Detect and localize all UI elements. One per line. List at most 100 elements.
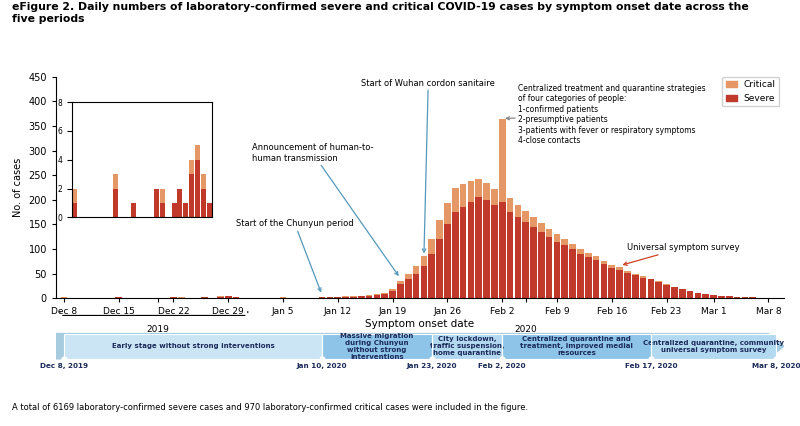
Bar <box>195 145 200 160</box>
Bar <box>679 289 686 298</box>
Bar <box>358 296 365 298</box>
Y-axis label: No. of cases: No. of cases <box>13 158 22 217</box>
Bar <box>217 296 224 297</box>
Bar <box>554 242 560 298</box>
Bar <box>334 297 341 298</box>
Text: 2019: 2019 <box>146 325 170 334</box>
Text: Start of the Chunyun period: Start of the Chunyun period <box>236 219 354 291</box>
Bar <box>452 188 458 212</box>
Bar <box>202 297 208 298</box>
Text: Jan 23, 2020: Jan 23, 2020 <box>406 363 457 369</box>
Bar <box>609 265 615 268</box>
Bar <box>514 217 521 298</box>
Bar <box>616 267 623 270</box>
Bar <box>585 257 592 298</box>
Bar <box>178 188 182 217</box>
Bar <box>319 297 326 298</box>
Bar <box>570 249 576 298</box>
Bar <box>115 297 122 298</box>
Bar <box>562 239 568 245</box>
Bar <box>671 288 678 298</box>
Text: Feb 17, 2020: Feb 17, 2020 <box>625 363 677 369</box>
Bar <box>467 202 474 298</box>
Bar <box>460 207 466 298</box>
Bar <box>429 239 435 254</box>
Bar <box>538 223 545 232</box>
Bar <box>114 174 118 188</box>
FancyArrow shape <box>56 334 784 359</box>
Bar <box>601 261 607 264</box>
Bar <box>397 285 404 298</box>
Bar <box>499 118 506 202</box>
Text: A total of 6169 laboratory-confirmed severe cases and 970 laboratory-confirmed c: A total of 6169 laboratory-confirmed sev… <box>12 403 528 412</box>
Bar <box>342 296 349 297</box>
Bar <box>130 203 136 217</box>
Bar <box>233 297 239 298</box>
Bar <box>460 184 466 207</box>
Bar <box>183 203 188 217</box>
Bar <box>702 294 709 298</box>
Bar <box>374 294 380 295</box>
Bar <box>616 270 623 298</box>
Bar <box>366 296 373 298</box>
Bar <box>651 334 776 359</box>
Text: Announcement of human-to-
human transmission: Announcement of human-to- human transmis… <box>252 143 398 275</box>
Bar <box>577 250 584 254</box>
Bar <box>554 234 560 242</box>
Bar <box>382 294 388 298</box>
Bar <box>73 203 78 217</box>
Bar <box>601 264 607 298</box>
Bar <box>73 188 78 203</box>
Bar <box>342 297 349 298</box>
Bar <box>154 188 159 217</box>
Bar <box>585 253 592 257</box>
Bar <box>655 282 662 298</box>
Text: 2020: 2020 <box>514 325 537 334</box>
Bar <box>734 297 740 298</box>
Bar <box>413 273 419 298</box>
Text: eFigure 2. Daily numbers of laboratory-confirmed severe and critical COVID-19 ca: eFigure 2. Daily numbers of laboratory-c… <box>12 2 749 24</box>
Bar <box>390 291 396 298</box>
Bar <box>499 202 506 298</box>
Bar <box>632 275 638 298</box>
Bar <box>326 297 334 298</box>
Bar <box>593 260 599 298</box>
Bar <box>405 273 411 279</box>
Bar <box>382 293 388 294</box>
Bar <box>436 239 443 298</box>
Bar <box>530 227 537 298</box>
Bar <box>170 297 177 298</box>
Bar <box>522 222 529 298</box>
Bar <box>64 334 322 359</box>
Bar <box>189 174 194 217</box>
Bar <box>201 188 206 217</box>
Bar <box>467 181 474 202</box>
Bar <box>397 281 404 285</box>
Bar <box>160 188 165 203</box>
Bar <box>506 198 514 212</box>
Bar <box>452 212 458 298</box>
Bar <box>546 229 553 237</box>
Bar <box>160 203 165 217</box>
Bar <box>502 334 651 359</box>
Text: Early stage without strong interventions: Early stage without strong interventions <box>112 343 274 349</box>
Bar <box>421 266 427 298</box>
Bar <box>483 200 490 298</box>
Bar <box>718 296 725 298</box>
Text: Jan 10, 2020: Jan 10, 2020 <box>297 363 347 369</box>
Bar <box>663 285 670 298</box>
Bar <box>217 297 224 298</box>
Bar <box>640 276 646 277</box>
Bar <box>444 225 450 298</box>
Bar <box>624 271 630 273</box>
Bar <box>475 178 482 197</box>
Bar <box>546 237 553 298</box>
Bar <box>671 287 678 288</box>
Bar <box>366 295 373 296</box>
Bar <box>694 293 702 298</box>
Bar <box>201 174 206 188</box>
Bar <box>632 273 638 275</box>
Bar <box>350 297 357 298</box>
Bar <box>280 297 286 298</box>
Bar <box>114 188 118 217</box>
